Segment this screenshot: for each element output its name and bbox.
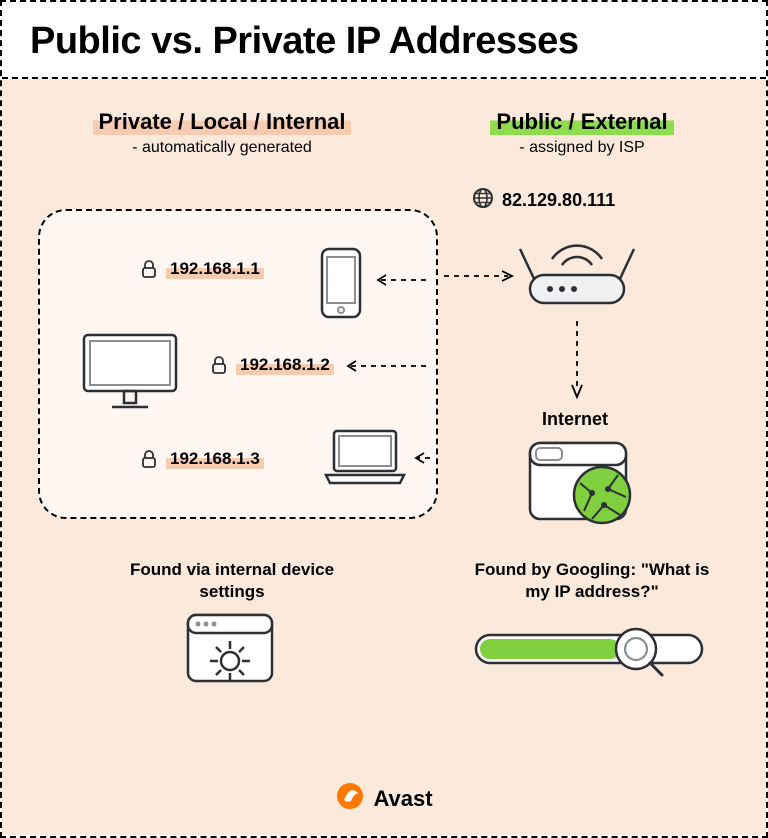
arrow-router-to-internet bbox=[570, 317, 584, 403]
public-helper-text: Found by Googling: "What is my IP addres… bbox=[462, 559, 722, 603]
laptop-icon bbox=[320, 427, 410, 492]
arrow-phone-out bbox=[370, 273, 428, 287]
router-icon bbox=[512, 229, 642, 324]
private-ip-1: 192.168.1.1 bbox=[166, 259, 264, 279]
globe-icon bbox=[472, 187, 494, 214]
private-ip-2: 192.168.1.2 bbox=[236, 355, 334, 375]
device-row-2: 192.168.1.2 bbox=[210, 355, 334, 375]
public-ip-row: 82.129.80.111 bbox=[472, 187, 615, 214]
arrow-to-router bbox=[440, 269, 520, 283]
avast-logo-icon bbox=[335, 781, 365, 817]
public-column-header: Public / External - assigned by ISP bbox=[452, 109, 712, 157]
search-bar-icon bbox=[472, 619, 712, 684]
phone-icon bbox=[320, 247, 362, 324]
lock-icon bbox=[140, 450, 158, 468]
public-ip-value: 82.129.80.111 bbox=[502, 190, 615, 211]
body: Private / Local / Internal - automatical… bbox=[2, 79, 766, 835]
arrow-monitor-out bbox=[340, 359, 428, 373]
device-row-1: 192.168.1.1 bbox=[140, 259, 264, 279]
device-row-3: 192.168.1.3 bbox=[140, 449, 264, 469]
internet-label: Internet bbox=[542, 409, 608, 430]
private-heading: Private / Local / Internal bbox=[93, 109, 352, 135]
lock-icon bbox=[210, 356, 228, 374]
private-devices-panel: 192.168.1.1 192.168.1.2 bbox=[38, 209, 438, 519]
private-helper-text: Found via internal device settings bbox=[112, 559, 352, 603]
private-ip-3: 192.168.1.3 bbox=[166, 449, 264, 469]
arrow-laptop-out bbox=[410, 451, 432, 465]
browser-globe-icon bbox=[522, 435, 642, 540]
lock-icon bbox=[140, 260, 158, 278]
private-column-header: Private / Local / Internal - automatical… bbox=[62, 109, 382, 157]
public-heading: Public / External bbox=[490, 109, 673, 135]
monitor-icon bbox=[80, 331, 180, 416]
private-subheading: - automatically generated bbox=[62, 139, 382, 157]
settings-window-icon bbox=[182, 609, 278, 700]
title-bar: Public vs. Private IP Addresses bbox=[2, 2, 766, 79]
infographic-frame: Public vs. Private IP Addresses Private … bbox=[0, 0, 768, 838]
public-subheading: - assigned by ISP bbox=[452, 139, 712, 157]
avast-brand-name: Avast bbox=[373, 786, 432, 812]
footer-brand: Avast bbox=[2, 781, 766, 817]
page-title: Public vs. Private IP Addresses bbox=[30, 20, 738, 63]
